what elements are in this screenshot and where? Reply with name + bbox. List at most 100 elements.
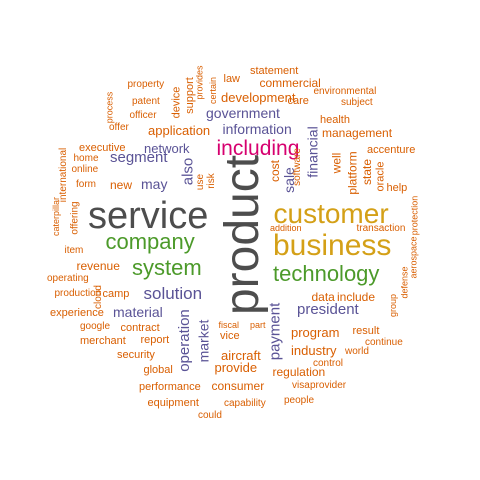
word-fiscal: fiscal (218, 319, 240, 330)
word-use: use (195, 173, 207, 191)
word-care: care (287, 94, 309, 107)
word-cloud: cloud (92, 285, 104, 309)
word-certain: certain (207, 76, 218, 104)
word-contract: contract (120, 321, 160, 334)
word-consumer: consumer (211, 379, 265, 393)
word-experience: experience (50, 306, 104, 319)
word-well: well (328, 152, 343, 174)
word-executive: executive (79, 141, 126, 154)
word-equipment: equipment (147, 396, 199, 409)
word-caterpillar: caterpillar (50, 196, 61, 236)
word-control: control (313, 358, 344, 369)
word-report: report (140, 333, 170, 346)
word-group: group (387, 293, 398, 317)
word-health: health (320, 113, 350, 126)
word-officer: officer (129, 110, 157, 121)
word-company: company (105, 229, 195, 254)
word-capability: capability (224, 398, 266, 409)
word-material: material (113, 304, 163, 320)
word-statement: statement (250, 64, 299, 77)
word-camp: camp (102, 287, 130, 300)
word-protection: protection (409, 195, 420, 235)
word-including: including (216, 136, 300, 160)
word-environmental: environmental (313, 86, 377, 97)
word-visa: visa (292, 380, 310, 391)
word-process: process (104, 91, 115, 123)
word-risk: risk (205, 173, 217, 189)
word-device: device (170, 86, 183, 118)
word-management: management (322, 126, 393, 140)
word-include: include (337, 290, 376, 304)
word-subject: subject (341, 97, 373, 108)
word-patent: patent (132, 96, 160, 107)
word-addition: addition (270, 222, 302, 233)
word-president: president (297, 300, 359, 318)
word-result: result (352, 324, 380, 337)
word-information: information (222, 121, 292, 137)
word-cost: cost (268, 159, 283, 183)
word-revenue: revenue (76, 259, 120, 273)
word-data: data (311, 290, 335, 304)
word-new: new (110, 178, 133, 192)
word-solution: solution (143, 283, 203, 303)
word-support: support (183, 76, 196, 114)
word-state: state (360, 158, 375, 186)
word-part: part (250, 319, 266, 330)
word-aerospace: aerospace (408, 235, 419, 279)
word-system: system (132, 255, 202, 280)
word-customer: customer (273, 198, 389, 229)
word-service: service (88, 195, 209, 237)
word-global: global (143, 363, 173, 376)
word-application: application (148, 122, 211, 138)
word-transaction: transaction (356, 223, 406, 234)
word-accenture: accenture (367, 143, 416, 156)
word-oracle: oracle (374, 161, 387, 191)
word-offer: offer (109, 122, 129, 133)
word-provide: provide (214, 359, 258, 375)
word-technology: technology (273, 261, 380, 286)
word-international: international (58, 147, 70, 203)
word-aircraft: aircraft (221, 347, 261, 363)
word-item: item (64, 245, 84, 256)
word-world: world (345, 346, 369, 357)
word-production: production (54, 288, 102, 299)
word-also: also (179, 157, 197, 185)
word-merchant: merchant (80, 334, 126, 347)
word-people: people (284, 395, 315, 406)
word-vice: vice (220, 329, 240, 342)
word-performance: performance (139, 380, 201, 393)
word-operating: operating (47, 273, 89, 284)
word-online: online (71, 164, 99, 175)
word-government: government (206, 105, 280, 121)
word-google: google (80, 321, 111, 332)
word-offering: offering (69, 201, 81, 235)
word-operation: operation (175, 308, 193, 372)
word-provides: provides (194, 64, 205, 100)
word-security: security (117, 348, 155, 361)
word-program: program (291, 324, 340, 340)
word-help: help (386, 181, 408, 194)
word-product: product (216, 154, 270, 316)
word-industry: industry (291, 342, 337, 358)
word-segment: segment (110, 148, 168, 166)
word-payment: payment (266, 302, 284, 360)
word-platform: platform (345, 151, 360, 195)
word-could: could (198, 410, 222, 421)
word-property: property (127, 79, 165, 90)
word-provider: provider (310, 380, 347, 391)
word-home: home (73, 153, 99, 164)
word-continue: continue (365, 337, 403, 348)
word-development: development (221, 89, 296, 105)
word-financial: financial (304, 126, 321, 178)
word-law: law (223, 72, 241, 85)
word-commercial: commercial (259, 76, 321, 90)
word-may: may (141, 176, 168, 192)
word-form: form (76, 179, 96, 190)
word-regulation: regulation (272, 365, 326, 379)
word-business: business (273, 229, 392, 262)
word-network: network (144, 140, 190, 156)
word-software: software (291, 148, 303, 186)
word-market: market (194, 319, 211, 363)
word-defense: defense (399, 265, 410, 299)
